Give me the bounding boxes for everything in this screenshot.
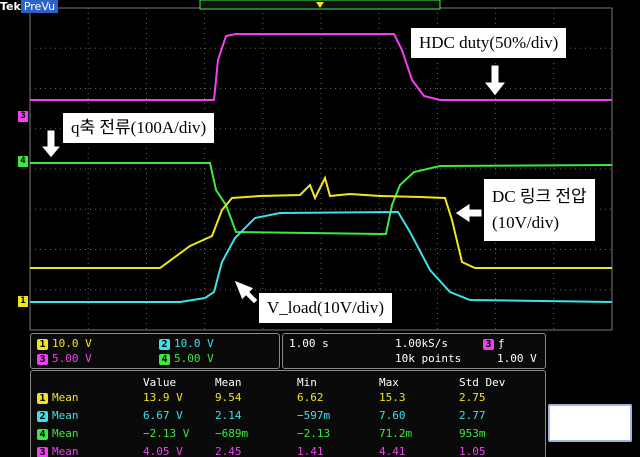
ch-scale: 4 5.00 V [159,352,214,365]
ch-marker: 4 [18,156,28,167]
ch-badge: 3 [37,447,48,457]
measurement-value: 6.67 V [143,409,183,422]
annotation: q축 전류(100A/div) [62,112,215,144]
trigger-slope: ƒ [498,337,505,350]
row-label: 3 Mean [37,445,79,457]
channel-scale-panel: 1 10.0 V 2 10.0 V 3 5.00 V 4 5.00 V [30,333,280,369]
ch-scale-value: 5.00 V [52,352,92,365]
sample-rate: 1.00kS/s [395,337,448,350]
ch-badge: 1 [37,339,48,350]
ch-scale-value: 5.00 V [174,352,214,365]
measurement-value: 4.05 V [143,445,183,457]
measurement-value: 2.77 [459,409,486,422]
measurement-value: 2.75 [459,391,486,404]
record-length: 10k points [395,352,461,365]
measurement-value: −2.13 [297,427,330,440]
column-header: Std Dev [459,376,505,389]
measurement-value: 9.54 [215,391,242,404]
ch-marker: 3 [18,111,28,122]
ch-badge: 1 [37,393,48,404]
column-header: Max [379,376,399,389]
measurement-panel: Value Mean Min Max Std Dev 1 Mean 13.9 V 9.54 6.6… [30,370,546,457]
measurement-value: 2.14 [215,409,242,422]
brand-name: Tek [0,0,21,13]
measurement-value: 6.62 [297,391,324,404]
annotation: DC 링크 전압 (10V/div) [483,178,596,242]
measurement-value: 1.05 [459,445,486,457]
stat-name: Mean [52,427,79,440]
scope-screen: TekPreVu 3 4 1 HDC duty(50%/div) q축 전류(1… [0,0,640,457]
measurement-value: −689m [215,427,248,440]
ch-badge: 4 [37,429,48,440]
ch-badge: 4 [159,354,170,365]
annotation-line: DC 링크 전압 [492,184,587,210]
row-label: 4 Mean [37,427,79,440]
blank-button[interactable] [548,404,632,442]
ch-badge: 2 [37,411,48,422]
acq-mode: PreVu [21,0,58,13]
column-header: Min [297,376,317,389]
measurement-value: 1.41 [297,445,324,457]
measurement-value: 13.9 V [143,391,183,404]
ch-scale: 2 10.0 V [159,337,214,350]
ch-badge: 3 [37,354,48,365]
measurement-value: 953m [459,427,486,440]
trigger-level: 1.00 V [497,352,537,365]
ch-scale: 1 10.0 V [37,337,92,350]
column-header: Value [143,376,176,389]
trigger-channel: 3 [483,339,494,350]
row-label: 1 Mean [37,391,79,404]
stat-name: Mean [52,409,79,422]
measurement-value: 15.3 [379,391,406,404]
stat-name: Mean [52,391,79,404]
ch-badge: 2 [159,339,170,350]
annotation-line: (10V/div) [492,210,587,236]
measurement-value: −597m [297,409,330,422]
row-label: 2 Mean [37,409,79,422]
measurement-value: 7.60 [379,409,406,422]
annotation: V_load(10V/div) [258,292,393,324]
measurement-value: −2.13 V [143,427,189,440]
ch-scale-value: 10.0 V [52,337,92,350]
ch-marker: 1 [18,296,28,307]
time-scale: 1.00 s [289,337,329,350]
stat-name: Mean [52,445,79,457]
ch-scale: 3 5.00 V [37,352,92,365]
ch-scale-value: 10.0 V [174,337,214,350]
measurement-value: 71.2m [379,427,412,440]
column-header: Mean [215,376,242,389]
annotation: HDC duty(50%/div) [410,27,567,59]
measurement-value: 4.41 [379,445,406,457]
measurement-value: 2.45 [215,445,242,457]
